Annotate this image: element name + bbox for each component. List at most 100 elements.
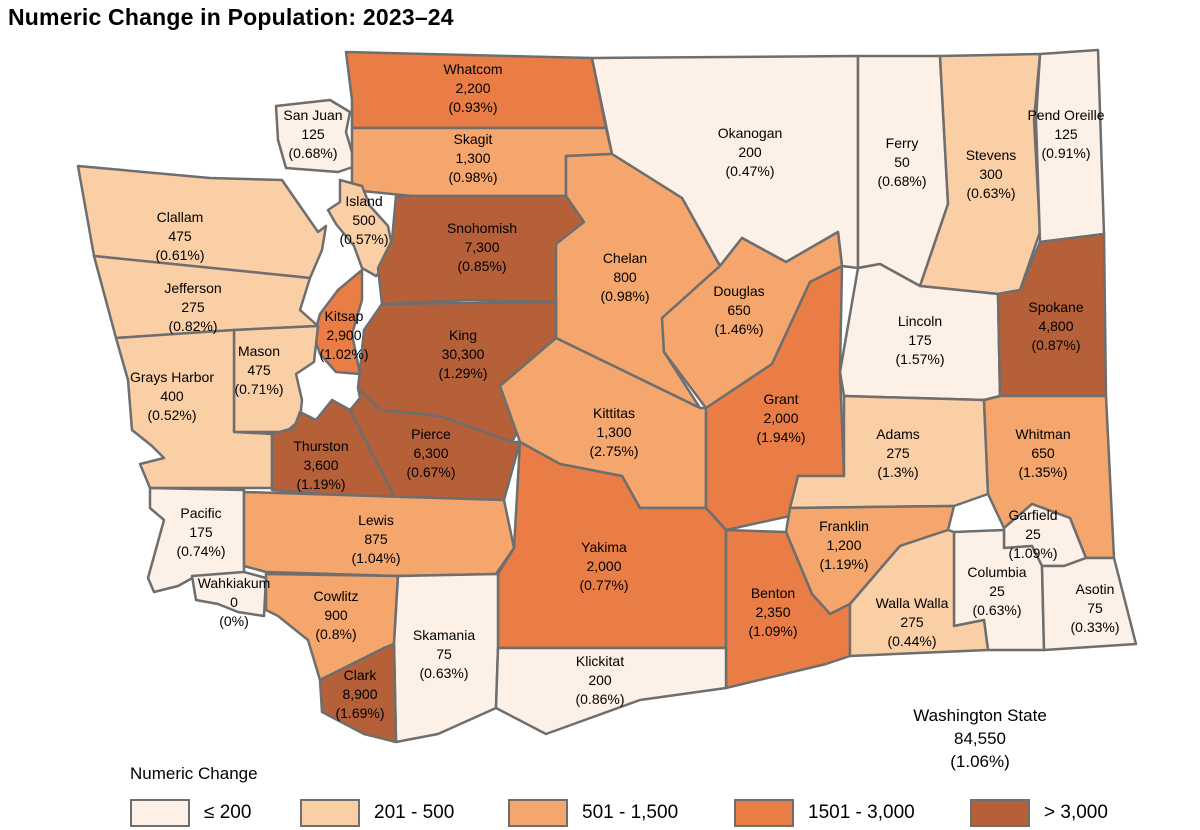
county-name: King xyxy=(449,327,477,343)
county-change: 275 xyxy=(900,614,924,630)
map-title: Numeric Change in Population: 2023–24 xyxy=(8,4,454,30)
county-change: 75 xyxy=(1087,600,1103,616)
county-label-okanogan: Okanogan 200 (0.47%) xyxy=(718,125,783,179)
county-name: Franklin xyxy=(819,518,869,534)
county-pct: (0.87%) xyxy=(1031,337,1080,353)
county-pct: (0.77%) xyxy=(579,577,628,593)
county-name: Lewis xyxy=(358,512,394,528)
county-label-stevens: Stevens 300 (0.63%) xyxy=(966,147,1017,201)
county-pct: (0.71%) xyxy=(234,381,283,397)
county-chelan[interactable] xyxy=(554,152,722,410)
county-change: 500 xyxy=(352,212,376,228)
county-change: 800 xyxy=(613,269,637,285)
county-change: 875 xyxy=(364,531,388,547)
county-label-skagit: Skagit 1,300 (0.98%) xyxy=(448,131,497,185)
county-pct: (1.19%) xyxy=(296,476,345,492)
county-name: Lincoln xyxy=(898,313,942,329)
county-change: 75 xyxy=(436,646,452,662)
county-pct: (1.35%) xyxy=(1018,464,1067,480)
county-san-juan[interactable] xyxy=(274,98,358,174)
state-summary: Washington State 84,550 (1.06%) xyxy=(880,704,1080,773)
county-pct: (0.91%) xyxy=(1041,145,1090,161)
county-change: 1,300 xyxy=(455,150,490,166)
county-pct: (0.85%) xyxy=(457,258,506,274)
county-island[interactable] xyxy=(326,178,396,278)
county-change: 475 xyxy=(247,362,271,378)
county-name: Pacific xyxy=(180,505,221,521)
county-change: 2,200 xyxy=(455,80,490,96)
county-pct: (0.33%) xyxy=(1070,619,1119,635)
county-name: Spokane xyxy=(1028,299,1083,315)
county-name: Kittitas xyxy=(593,405,635,421)
legend-swatch xyxy=(970,799,1030,827)
county-wahkiakum[interactable] xyxy=(190,570,268,618)
county-pct: (1.04%) xyxy=(351,550,400,566)
county-name: Yakima xyxy=(581,539,627,555)
county-change: 8,900 xyxy=(342,686,377,702)
county-label-pierce: Pierce 6,300 (0.67%) xyxy=(406,426,455,480)
legend-item-501-1500: 501 - 1,500 xyxy=(508,797,678,829)
legend-item-1501-3000: 1501 - 3,000 xyxy=(734,797,915,829)
county-klickitat[interactable] xyxy=(494,646,728,736)
county-pct: (0.67%) xyxy=(406,464,455,480)
county-name: Kitsap xyxy=(325,308,364,324)
county-pct: (0.93%) xyxy=(448,99,497,115)
legend-swatch xyxy=(734,799,794,827)
county-name: Stevens xyxy=(966,147,1017,163)
legend-label: 501 - 1,500 xyxy=(582,802,679,823)
county-label-lewis: Lewis 875 (1.04%) xyxy=(351,512,400,566)
state-change: 84,550 xyxy=(954,729,1006,748)
county-label-whitman: Whitman 650 (1.35%) xyxy=(1015,426,1070,480)
county-change: 275 xyxy=(181,299,205,315)
county-pct: (0.63%) xyxy=(972,602,1021,618)
county-label-king: King 30,300 (1.29%) xyxy=(438,327,487,381)
county-pct: (0.47%) xyxy=(725,163,774,179)
legend-label: 201 - 500 xyxy=(374,802,455,823)
county-name: Okanogan xyxy=(718,125,783,141)
county-walla-walla[interactable] xyxy=(848,528,990,658)
county-pct: (0.61%) xyxy=(155,247,204,263)
county-name: Skagit xyxy=(454,131,493,147)
county-name: Walla Walla xyxy=(876,595,949,611)
county-label-clallam: Clallam 475 (0.61%) xyxy=(155,209,204,263)
county-pct: (0.52%) xyxy=(147,407,196,423)
legend-label: > 3,000 xyxy=(1044,802,1108,823)
county-change: 1,200 xyxy=(826,537,861,553)
legend-label: 1501 - 3,000 xyxy=(808,802,915,823)
county-name: San Juan xyxy=(283,107,342,123)
county-clark[interactable] xyxy=(318,642,398,744)
county-label-mason: Mason 475 (0.71%) xyxy=(234,343,283,397)
county-pct: (1.69%) xyxy=(335,705,384,721)
county-change: 650 xyxy=(1031,445,1055,461)
county-pct: (1.02%) xyxy=(319,346,368,362)
county-label-grant: Grant 2,000 (1.94%) xyxy=(756,391,805,445)
county-label-pacific: Pacific 175 (0.74%) xyxy=(176,505,225,559)
state-name: Washington State xyxy=(913,706,1047,725)
county-change: 900 xyxy=(324,607,348,623)
county-label-wahkiakum: Wahkiakum 0 (0%) xyxy=(198,575,271,629)
county-pct: (0.63%) xyxy=(419,665,468,681)
county-change: 400 xyxy=(160,388,184,404)
county-name: Jefferson xyxy=(164,280,221,296)
county-pct: (1.09%) xyxy=(748,623,797,639)
county-label-cowlitz: Cowlitz 900 (0.8%) xyxy=(313,588,358,642)
county-change: 1,300 xyxy=(596,424,631,440)
county-name: Whatcom xyxy=(443,61,502,77)
county-change: 300 xyxy=(979,166,1003,182)
county-name: Columbia xyxy=(967,564,1026,580)
county-name: Cowlitz xyxy=(313,588,358,604)
county-change: 125 xyxy=(301,126,325,142)
county-change: 4,800 xyxy=(1038,318,1073,334)
county-asotin[interactable] xyxy=(1040,556,1138,652)
county-name: Wahkiakum xyxy=(198,575,271,591)
county-pierce[interactable] xyxy=(348,386,522,502)
county-change: 3,600 xyxy=(303,457,338,473)
county-change: 475 xyxy=(168,228,192,244)
county-label-skamania: Skamania 75 (0.63%) xyxy=(413,627,475,681)
county-name: Grays Harbor xyxy=(130,369,214,385)
county-grays-harbor[interactable] xyxy=(114,328,274,490)
county-pct: (0.98%) xyxy=(448,169,497,185)
county-label-douglas: Douglas 650 (1.46%) xyxy=(713,283,764,337)
county-change: 2,350 xyxy=(755,604,790,620)
county-change: 2,900 xyxy=(326,327,361,343)
